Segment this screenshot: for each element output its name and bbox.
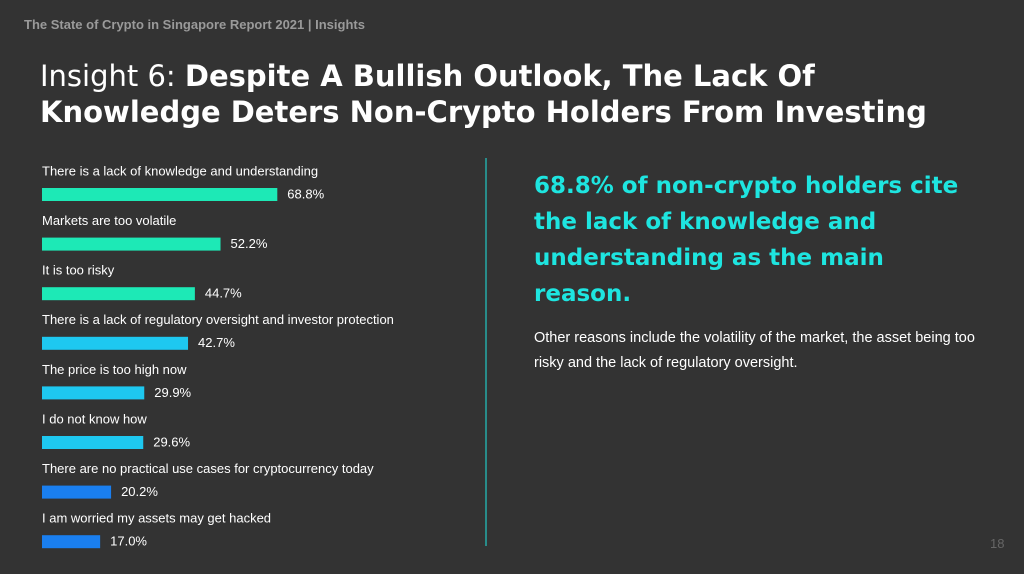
value-label: 68.8% (287, 186, 324, 201)
header: The State of Crypto in Singapore Report … (24, 17, 365, 32)
category-label: I am worried my assets may get hacked (42, 511, 271, 526)
value-label: 20.2% (121, 484, 158, 499)
bar (42, 485, 112, 499)
value-label: 29.9% (154, 385, 191, 400)
page-number: 18 (990, 536, 1005, 551)
category-label: I do not know how (42, 411, 147, 426)
category-label: There is a lack of regulatory oversight … (42, 312, 394, 327)
body-text: Other reasons include the volatility of … (534, 330, 975, 371)
category-label: There is a lack of knowledge and underst… (42, 163, 318, 178)
highlight: 68.8% of non-crypto holders cite the lac… (534, 173, 959, 307)
value-label: 17.0% (110, 534, 147, 549)
bar (42, 237, 221, 251)
title: Insight 6: Despite A Bullish Outlook, Th… (40, 58, 1000, 130)
value-label: 44.7% (205, 286, 242, 301)
value-label: 52.2% (231, 236, 268, 251)
category-label: Markets are too volatile (42, 213, 176, 228)
category-label: There are no practical use cases for cry… (42, 461, 374, 476)
title-prefix: Insight 6: (40, 59, 176, 93)
bar (42, 386, 145, 400)
bar (42, 188, 278, 201)
title-main: Despite A Bullish Outlook, The Lack Of K… (40, 59, 927, 129)
value-label: 42.7% (198, 335, 235, 350)
bar (42, 436, 144, 449)
bar (42, 287, 195, 301)
category-label: The price is too high now (42, 362, 187, 377)
bar (42, 535, 101, 549)
bar (42, 336, 189, 350)
category-label: It is too risky (42, 263, 115, 278)
value-label: 29.6% (153, 434, 190, 449)
